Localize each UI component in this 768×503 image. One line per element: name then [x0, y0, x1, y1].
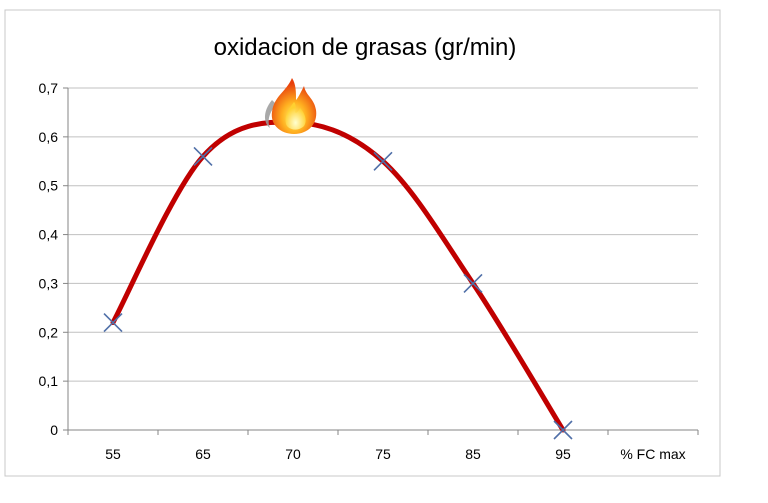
y-tick-label: 0,6 — [39, 129, 59, 145]
x-tick-label: 95 — [555, 446, 571, 462]
y-tick-label: 0,7 — [39, 80, 59, 96]
chart-border — [4, 9, 721, 477]
gridlines — [63, 87, 698, 431]
x-tick-label: 75 — [375, 446, 391, 462]
marker-layer — [103, 146, 573, 440]
y-tick-label: 0,3 — [39, 275, 59, 291]
x-tick-label: 85 — [465, 446, 481, 462]
x-tick-label: 70 — [285, 446, 301, 462]
marker-stroke — [103, 312, 123, 333]
marker-stroke — [193, 146, 213, 166]
chart-title: oxidacion de grasas (gr/min) — [214, 34, 517, 61]
y-tick-label: 0,1 — [39, 373, 59, 389]
series-line — [110, 119, 566, 433]
x-axis-ticks: 55 65 70 75 85 95 — [67, 430, 699, 462]
y-tick-label: 0,4 — [39, 227, 59, 243]
data-point-marker — [193, 146, 213, 166]
y-axis-ticks: 0 0,1 0,2 0,3 0,4 0,5 0,6 0,7 — [39, 80, 59, 438]
flame-icon — [265, 78, 317, 134]
y-tick-label: 0,5 — [39, 178, 59, 194]
x-axis-label: % FC max — [620, 446, 685, 462]
y-tick-label: 0 — [50, 422, 58, 438]
x-tick-label: 55 — [105, 446, 121, 462]
x-tick-label: 65 — [195, 446, 211, 462]
marker-stroke — [373, 151, 393, 171]
y-tick-label: 0,2 — [39, 324, 59, 340]
series-layer — [110, 119, 566, 433]
marker-stroke — [553, 420, 573, 440]
data-point-marker — [103, 312, 123, 333]
data-point-marker — [463, 273, 483, 293]
data-point-marker — [553, 420, 573, 440]
marker-stroke — [463, 273, 483, 293]
data-point-marker — [373, 151, 393, 171]
